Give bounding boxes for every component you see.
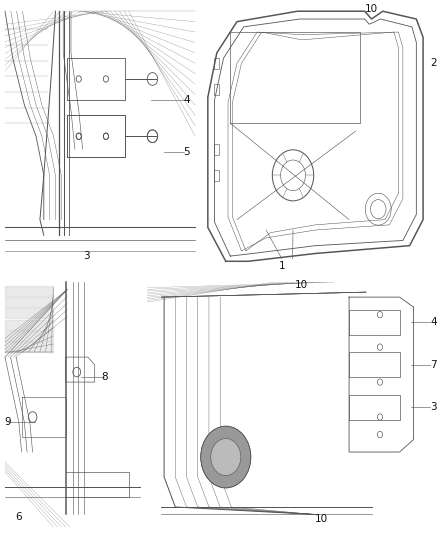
Text: 10: 10	[365, 4, 378, 14]
Text: 7: 7	[431, 360, 437, 369]
Polygon shape	[5, 286, 53, 296]
Polygon shape	[5, 297, 53, 307]
Text: 9: 9	[4, 417, 11, 427]
Polygon shape	[5, 342, 53, 352]
Bar	[214, 84, 219, 95]
Circle shape	[201, 426, 251, 488]
Circle shape	[211, 439, 241, 475]
Bar	[214, 170, 219, 181]
Polygon shape	[5, 331, 53, 341]
Text: 3: 3	[431, 402, 437, 412]
Polygon shape	[5, 309, 53, 318]
Text: 2: 2	[430, 58, 436, 68]
Bar	[214, 58, 219, 69]
Text: 8: 8	[101, 372, 108, 382]
Text: 1: 1	[279, 261, 285, 271]
Text: 10: 10	[295, 280, 308, 289]
Text: 6: 6	[15, 512, 22, 522]
Text: 4: 4	[431, 317, 437, 327]
Text: 3: 3	[83, 251, 90, 261]
Text: 5: 5	[184, 147, 190, 157]
Bar	[214, 144, 219, 155]
Text: 4: 4	[184, 95, 190, 105]
Circle shape	[201, 426, 251, 488]
Text: 10: 10	[314, 514, 328, 524]
Polygon shape	[5, 320, 53, 329]
